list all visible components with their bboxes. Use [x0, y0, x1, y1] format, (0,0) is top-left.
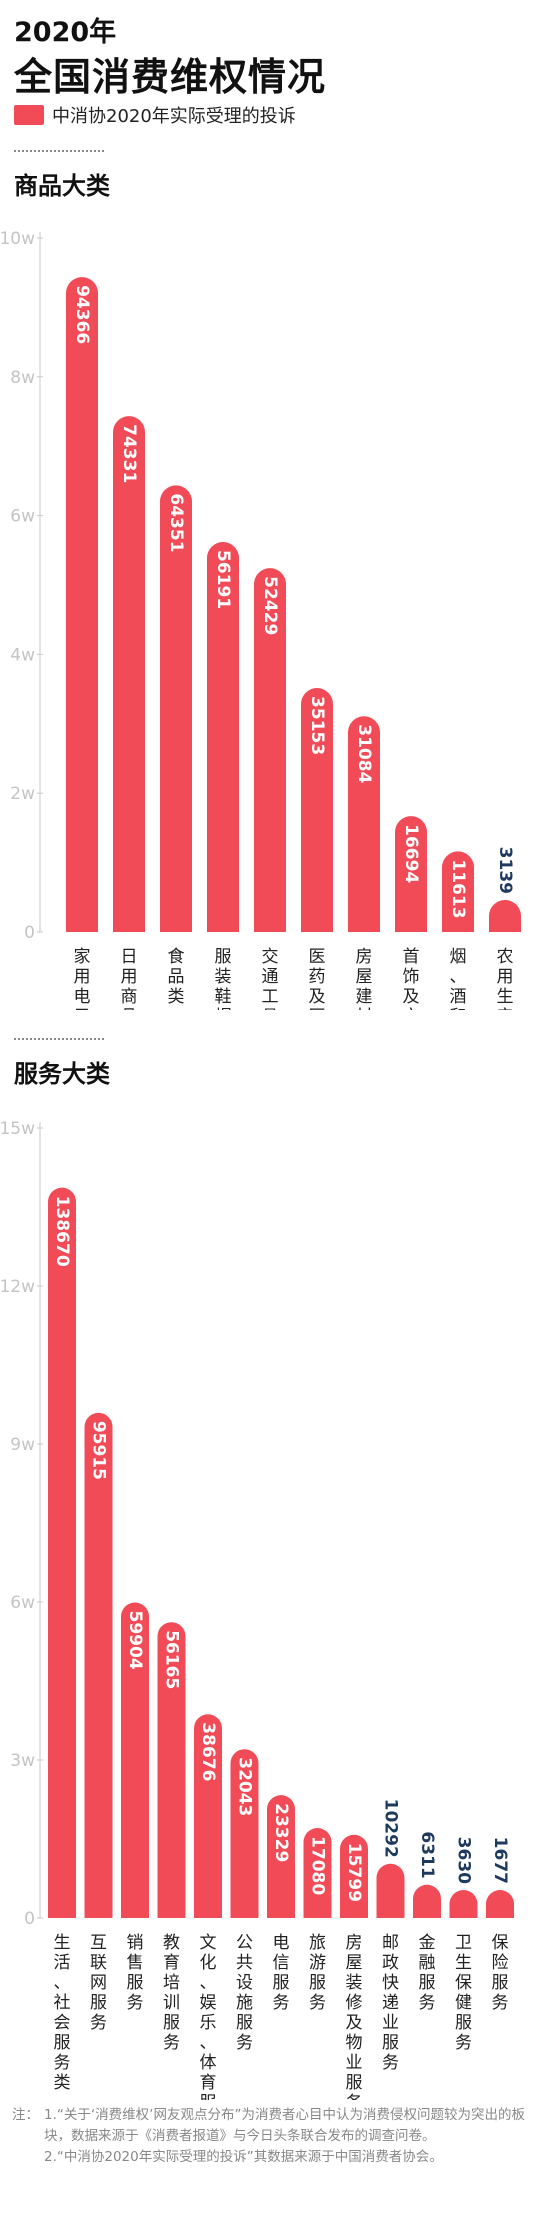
section-divider-services [14, 1038, 104, 1040]
category-label: 服装鞋帽类 [215, 947, 232, 1010]
category-label: 烟、酒和饮料类 [450, 947, 467, 1010]
footnote-text: 2.“中消协2020年实际受理的投诉”其数据来源于中国消费者协会。 [44, 2149, 443, 2165]
category-label: 食品类 [168, 947, 185, 1007]
bar [207, 542, 239, 932]
category-label: 卫生保健服务 [455, 1933, 472, 2053]
y-tick-label: 3w [10, 1751, 35, 1771]
legend-swatch [14, 105, 44, 125]
bar [267, 1795, 295, 1918]
bar-value-label: 95915 [89, 1421, 109, 1480]
bar [442, 851, 474, 932]
bar [121, 1602, 149, 1918]
bar-value-label: 35153 [307, 696, 327, 755]
y-tick-label: 6w [10, 507, 35, 527]
bar-value-label: 56165 [162, 1630, 182, 1689]
category-label: 房屋建材类 [356, 947, 373, 1010]
bar [348, 716, 380, 932]
section-divider-goods [14, 150, 104, 152]
bar [254, 568, 286, 932]
y-tick-label: 15w [0, 1119, 35, 1139]
category-label: 家用电子电器类 [74, 947, 91, 1010]
footnotes: 注： 1.“关于‘消费维权’网友观点分布”为消费者心目中认为消费侵权问题较为突出… [12, 2105, 537, 2168]
bar-value-label: 3139 [495, 847, 515, 894]
y-tick-label: 2w [10, 784, 35, 804]
bar [157, 1622, 186, 1918]
category-label: 医药及医疗用品类 [309, 947, 326, 1010]
bar-value-label: 32043 [235, 1757, 255, 1816]
bar [413, 1884, 441, 1918]
bar [340, 1834, 368, 1918]
bar [66, 277, 98, 932]
bar-value-label: 94366 [72, 285, 92, 344]
category-label: 农用生产资料类 [497, 947, 514, 1010]
bar [303, 1828, 332, 1918]
bar [376, 1863, 405, 1918]
header-year: 2020年 [14, 17, 117, 48]
bar-value-label: 10292 [381, 1799, 401, 1858]
bar-value-label: 74331 [119, 424, 139, 483]
bar [395, 816, 427, 932]
goods-bar-chart: 0 2w 4w 6w 8w 10w 94366 家用电子电器类 74331 日用商品类 64351 食… [0, 229, 521, 1010]
y-tick-label: 8w [10, 368, 35, 388]
category-label: 销售服务 [127, 1933, 144, 2013]
footnote-prefix [12, 2147, 44, 2168]
category-label: 房屋装修及物业服务 [346, 1933, 363, 2100]
category-label: 旅游服务 [309, 1933, 326, 2013]
bar-value-label: 3630 [454, 1837, 474, 1884]
category-label: 公共设施服务 [236, 1933, 253, 2053]
category-label: 互联网服务 [90, 1933, 107, 2033]
category-label: 生活、社会服务类 [54, 1933, 71, 2093]
y-tick-label: 10w [0, 229, 35, 249]
footnote-text: 1.“关于‘消费维权’网友观点分布”为消费者心目中认为消费侵权问题较为突出的板块… [44, 2107, 525, 2144]
bar-value-label: 17080 [308, 1836, 328, 1895]
category-label: 日用商品类 [121, 947, 138, 1010]
category-label: 保险服务 [492, 1933, 509, 2013]
y-tick-label: 0 [24, 1909, 35, 1929]
bar-value-label: 38676 [198, 1722, 218, 1781]
bar-value-label: 64351 [166, 493, 186, 552]
bar-value-label: 31084 [354, 724, 374, 783]
category-label: 文化、娱乐、体育服务 [200, 1933, 217, 2100]
y-tick-label: 6w [10, 1593, 35, 1613]
legend: 中消协2020年实际受理的投诉 [14, 102, 296, 128]
bar [113, 416, 145, 933]
category-label: 交通工具类 [262, 947, 279, 1010]
legend-label: 中消协2020年实际受理的投诉 [52, 106, 296, 127]
bar-value-label: 11613 [448, 859, 468, 918]
page-title: 全国消费维权情况 [14, 55, 327, 99]
category-label: 邮政快递业服务 [382, 1933, 399, 2073]
bar [48, 1187, 76, 1918]
services-bar-chart: 0 3w 6w 9w 12w 15w 138670 生活、社会服务类 95915 互联网服务 599… [0, 1119, 514, 2100]
bar-value-label: 59904 [125, 1611, 145, 1670]
category-label: 教育培训服务 [163, 1933, 180, 2053]
footnote-2: 2.“中消协2020年实际受理的投诉”其数据来源于中国消费者协会。 [12, 2147, 537, 2168]
bar [489, 900, 521, 932]
footnote-prefix: 注： [12, 2107, 39, 2123]
bar-value-label: 52429 [260, 576, 280, 635]
footnote-1: 注： 1.“关于‘消费维权’网友观点分布”为消费者心目中认为消费侵权问题较为突出… [12, 2105, 537, 2147]
bar-value-label: 56191 [213, 550, 233, 609]
section-title-goods: 商品大类 [14, 172, 110, 200]
y-tick-label: 12w [0, 1277, 35, 1297]
bar [84, 1412, 113, 1918]
bar [449, 1890, 478, 1918]
bar-value-label: 1677 [490, 1837, 510, 1884]
category-label: 电信服务 [273, 1933, 290, 2013]
category-label: 首饰及文体用品类 [403, 947, 420, 1010]
bar [160, 485, 192, 932]
bar [194, 1714, 222, 1918]
bar-value-label: 6311 [417, 1831, 437, 1878]
bar-value-label: 16694 [401, 824, 421, 883]
bar [230, 1749, 259, 1918]
bar-value-label: 15799 [344, 1843, 364, 1902]
bar [486, 1890, 514, 1918]
y-tick-label: 9w [10, 1435, 35, 1455]
y-tick-label: 0 [24, 923, 35, 943]
bar [301, 688, 333, 932]
category-label: 金融服务 [419, 1933, 436, 2013]
bar-value-label: 23329 [271, 1803, 291, 1862]
y-tick-label: 4w [10, 645, 35, 665]
bar-value-label: 138670 [52, 1196, 72, 1267]
section-title-services: 服务大类 [14, 1060, 110, 1088]
